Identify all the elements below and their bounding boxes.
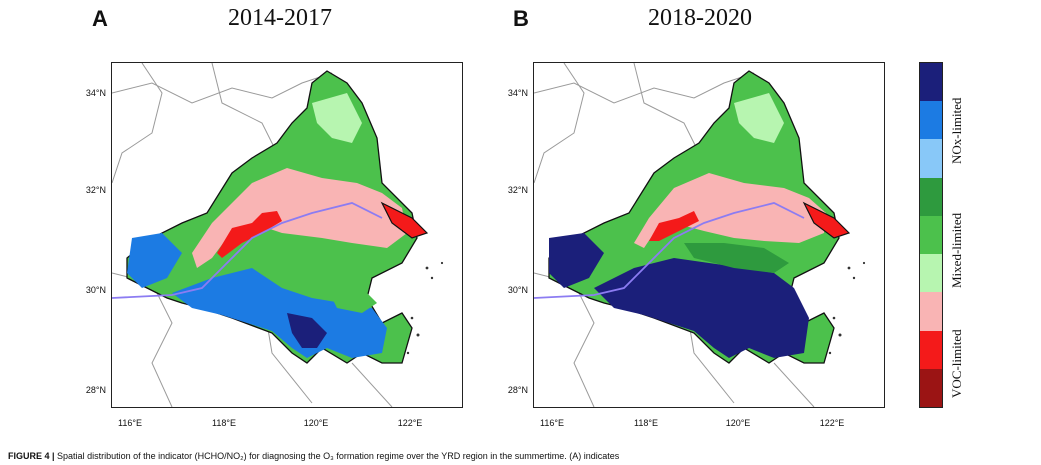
caption-label: FIGURE 4 | xyxy=(8,451,55,461)
colorbar-swatch xyxy=(920,331,942,369)
lon-tick-b-116: 116°E xyxy=(532,418,572,428)
lat-tick-b-30: 30°N xyxy=(488,285,528,295)
panel-a-letter: A xyxy=(92,6,108,32)
panel-b-title: 2018-2020 xyxy=(610,5,790,32)
colorbar-swatch xyxy=(920,369,942,407)
lon-tick-a-120: 120°E xyxy=(296,418,336,428)
map-b-svg xyxy=(534,63,884,407)
lon-tick-a-116: 116°E xyxy=(110,418,150,428)
lat-tick-a-32: 32°N xyxy=(66,185,106,195)
lat-tick-a-28: 28°N xyxy=(66,385,106,395)
colorbar-swatch xyxy=(920,63,942,101)
colorbar-label-mixed: Mixed-limited xyxy=(949,213,965,288)
lat-tick-a-30: 30°N xyxy=(66,285,106,295)
colorbar-swatch xyxy=(920,178,942,216)
panel-a-title: 2014-2017 xyxy=(190,5,370,32)
map-panel-b xyxy=(533,62,885,408)
map-panel-a xyxy=(111,62,463,408)
lon-tick-a-122: 122°E xyxy=(390,418,430,428)
panel-b-letter: B xyxy=(513,6,529,32)
figure-caption: FIGURE 4 | Spatial distribution of the i… xyxy=(8,451,1038,461)
colorbar-swatch xyxy=(920,254,942,292)
lon-tick-b-122: 122°E xyxy=(812,418,852,428)
lat-tick-b-28: 28°N xyxy=(488,385,528,395)
caption-text: Spatial distribution of the indicator (H… xyxy=(57,451,619,461)
colorbar-label-nox: NOx-limited xyxy=(949,98,965,164)
lat-tick-a-34: 34°N xyxy=(66,88,106,98)
colorbar xyxy=(919,62,943,408)
colorbar-swatch xyxy=(920,292,942,330)
colorbar-swatch xyxy=(920,101,942,139)
colorbar-swatch xyxy=(920,139,942,177)
lon-tick-a-118: 118°E xyxy=(204,418,244,428)
colorbar-swatch xyxy=(920,216,942,254)
colorbar-label-voc: VOC-limited xyxy=(949,329,965,398)
lon-tick-b-118: 118°E xyxy=(626,418,666,428)
lat-tick-b-32: 32°N xyxy=(488,185,528,195)
lon-tick-b-120: 120°E xyxy=(718,418,758,428)
lat-tick-b-34: 34°N xyxy=(488,88,528,98)
map-a-svg xyxy=(112,63,462,407)
